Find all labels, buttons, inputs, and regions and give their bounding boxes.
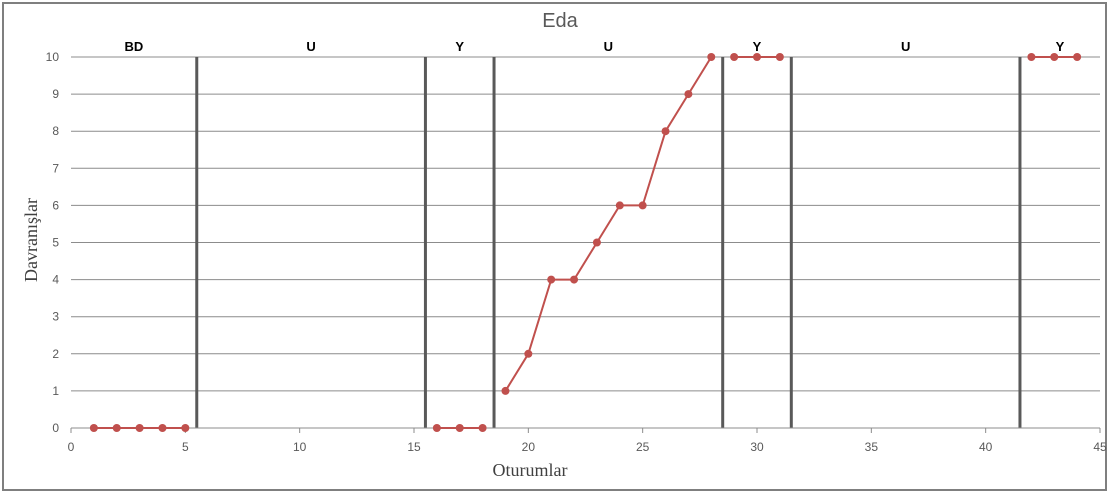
- phase-labels: BD U Y U Y U Y: [124, 39, 1064, 54]
- data-point-43: [1050, 53, 1059, 61]
- data-point-5: [181, 424, 190, 432]
- y-axis-label: Davranışlar: [21, 198, 41, 282]
- data-point-19: [501, 386, 510, 395]
- chart-title: Eda: [542, 10, 578, 32]
- y-tick-label-0: 0: [52, 421, 59, 435]
- y-tick-label-3: 3: [52, 310, 59, 324]
- x-tick-label-10: 10: [293, 440, 307, 454]
- phase-label-6: U: [901, 39, 910, 54]
- data-point-20: [524, 349, 533, 358]
- data-series: [89, 53, 1082, 432]
- data-point-23: [592, 238, 601, 247]
- data-point-30: [753, 53, 761, 61]
- data-point-21: [547, 275, 556, 284]
- y-tick-label-5: 5: [52, 236, 59, 250]
- x-tick-label-5: 5: [182, 440, 189, 454]
- x-tick-label-35: 35: [865, 440, 879, 454]
- data-point-29: [730, 53, 739, 61]
- data-point-3: [135, 424, 144, 432]
- y-tick-label-1: 1: [52, 384, 59, 398]
- phase-label-2: U: [306, 39, 315, 54]
- data-point-17: [455, 424, 464, 432]
- gridlines: [71, 56, 1100, 392]
- x-tick-label-45: 45: [1093, 440, 1107, 454]
- y-tick-label-10: 10: [46, 50, 60, 64]
- series-line-segment-3: [504, 56, 713, 392]
- data-point-26: [661, 127, 670, 136]
- data-point-44: [1073, 53, 1082, 61]
- phase-label-7: Y: [1056, 39, 1065, 54]
- phase-label-4: U: [604, 39, 613, 54]
- chart-frame: [2, 2, 1107, 491]
- phase-label-1: BD: [124, 39, 143, 54]
- y-tick-label-4: 4: [52, 273, 59, 287]
- data-point-18: [478, 424, 487, 432]
- y-tick-label-9: 9: [52, 87, 59, 101]
- phase-label-3: Y: [455, 39, 464, 54]
- phase-change-lines: [195, 57, 1022, 428]
- x-axis-label: Oturumlar: [493, 460, 568, 480]
- data-point-25: [638, 201, 647, 210]
- data-point-27: [684, 90, 693, 99]
- y-tick-label-6: 6: [52, 198, 59, 212]
- x-tick-label-15: 15: [407, 440, 421, 454]
- y-tick-label-8: 8: [52, 124, 59, 138]
- data-point-1: [89, 424, 98, 432]
- data-point-2: [112, 424, 121, 432]
- x-tick-label-25: 25: [636, 440, 650, 454]
- x-tick-label-30: 30: [750, 440, 764, 454]
- data-point-16: [432, 424, 441, 432]
- x-tick-label-20: 20: [522, 440, 536, 454]
- data-point-22: [570, 275, 579, 284]
- data-point-24: [615, 201, 624, 210]
- y-tick-label-2: 2: [52, 347, 59, 361]
- phase-label-5: Y: [753, 39, 762, 54]
- x-tick-label-40: 40: [979, 440, 993, 454]
- data-point-42: [1027, 53, 1036, 61]
- data-point-4: [158, 424, 167, 432]
- data-point-31: [775, 53, 784, 61]
- y-tick-label-7: 7: [52, 161, 59, 175]
- x-tick-label-0: 0: [68, 440, 75, 454]
- data-point-28: [707, 53, 716, 61]
